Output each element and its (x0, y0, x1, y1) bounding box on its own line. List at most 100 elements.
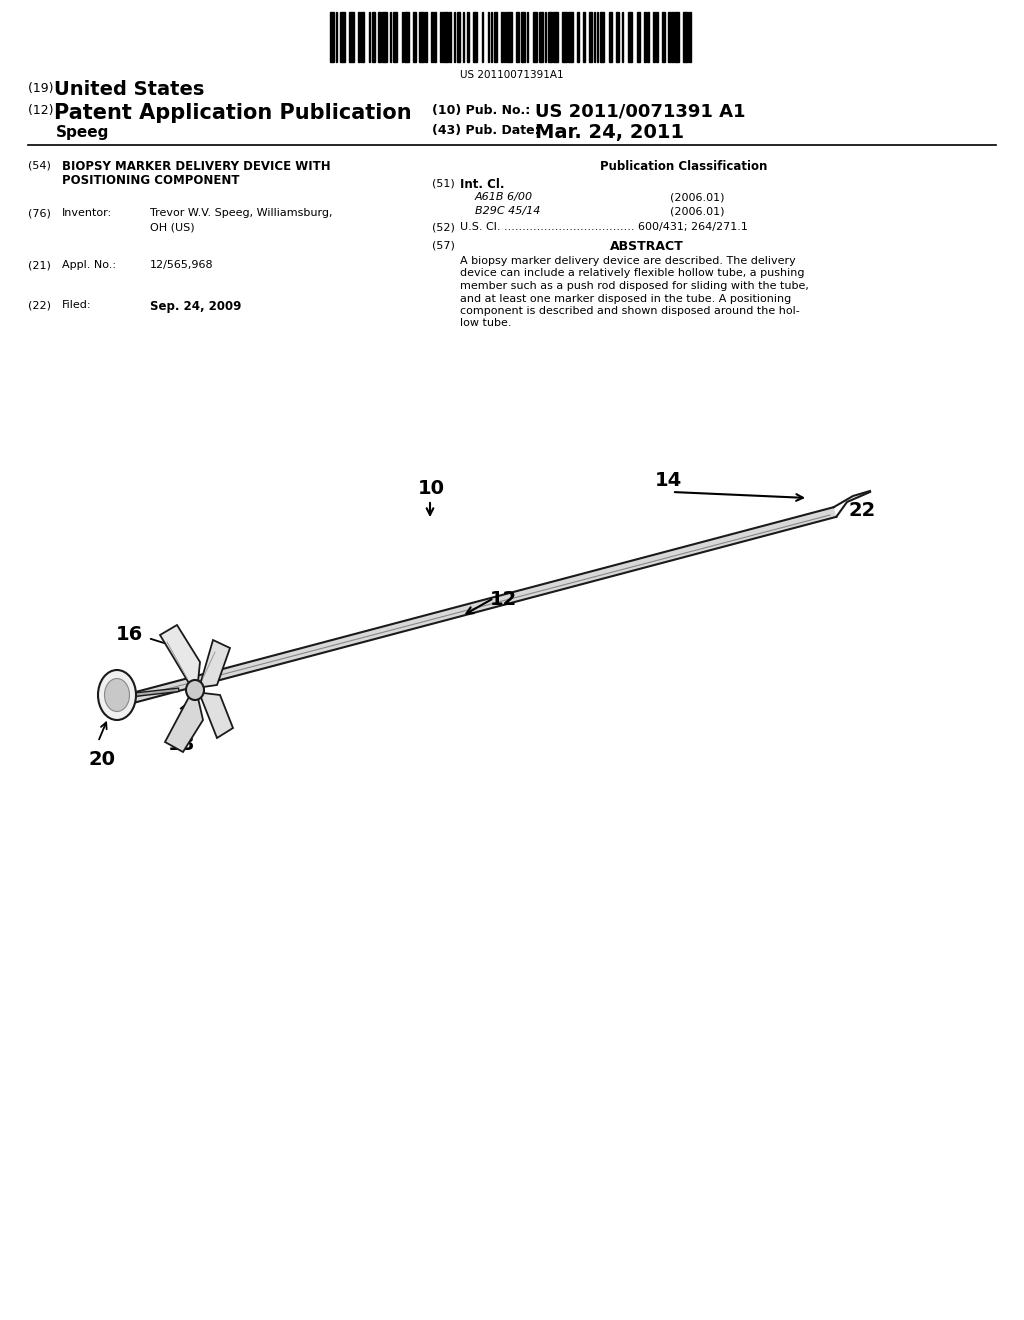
Text: 18: 18 (168, 735, 196, 754)
Bar (671, 12, 673, 62)
Bar (608, 12, 611, 62)
Ellipse shape (104, 678, 129, 711)
Text: member such as a push rod disposed for sliding with the tube,: member such as a push rod disposed for s… (460, 281, 809, 290)
Text: U.S. Cl. .................................... 600/431; 264/271.1: U.S. Cl. ...............................… (460, 222, 748, 232)
Bar (434, 12, 436, 62)
Polygon shape (200, 640, 230, 686)
Text: ABSTRACT: ABSTRACT (610, 240, 684, 253)
Bar (548, 12, 552, 62)
Polygon shape (200, 693, 233, 738)
Bar (637, 12, 640, 62)
Bar (568, 12, 572, 62)
Text: Publication Classification: Publication Classification (600, 160, 767, 173)
Bar (369, 12, 371, 62)
Bar (616, 12, 620, 62)
Text: A biopsy marker delivery device are described. The delivery: A biopsy marker delivery device are desc… (460, 256, 796, 267)
Text: POSITIONING COMPONENT: POSITIONING COMPONENT (62, 174, 240, 187)
Text: (57): (57) (432, 240, 455, 249)
Bar (653, 12, 654, 62)
Text: (2006.01): (2006.01) (670, 191, 725, 202)
Bar (600, 12, 604, 62)
Text: Patent Application Publication: Patent Application Publication (54, 103, 412, 123)
Bar (420, 12, 424, 62)
Bar (545, 12, 546, 62)
Text: Appl. No.:: Appl. No.: (62, 260, 116, 271)
Bar (562, 12, 567, 62)
Text: BIOPSY MARKER DELIVERY DEVICE WITH: BIOPSY MARKER DELIVERY DEVICE WITH (62, 160, 331, 173)
Polygon shape (124, 507, 837, 705)
Text: OH (US): OH (US) (150, 222, 195, 232)
Bar (487, 12, 489, 62)
Text: (43) Pub. Date:: (43) Pub. Date: (432, 124, 540, 137)
Text: Inventor:: Inventor: (62, 209, 112, 218)
Ellipse shape (98, 671, 136, 719)
Bar (450, 12, 451, 62)
Bar (589, 12, 592, 62)
Bar (494, 12, 497, 62)
Text: US 2011/0071391 A1: US 2011/0071391 A1 (535, 103, 745, 121)
Bar (467, 12, 469, 62)
Bar (504, 12, 506, 62)
Text: (2006.01): (2006.01) (670, 206, 725, 216)
Bar (389, 12, 391, 62)
Text: 20: 20 (88, 750, 115, 770)
Bar (349, 12, 354, 62)
Text: (10) Pub. No.:: (10) Pub. No.: (432, 104, 530, 117)
Text: 14: 14 (655, 471, 682, 490)
Bar (463, 12, 464, 62)
Bar (482, 12, 483, 62)
Bar (622, 12, 624, 62)
Bar (443, 12, 447, 62)
Bar (647, 12, 649, 62)
Bar (431, 12, 433, 62)
Bar (457, 12, 460, 62)
Bar (358, 12, 359, 62)
Bar (502, 12, 503, 62)
Bar (644, 12, 646, 62)
Bar (490, 12, 493, 62)
Bar (401, 12, 403, 62)
Bar (526, 12, 528, 62)
Text: (19): (19) (28, 82, 57, 95)
Text: A61B 6/00: A61B 6/00 (475, 191, 534, 202)
Bar (378, 12, 381, 62)
Bar (473, 12, 477, 62)
Bar (553, 12, 558, 62)
Bar (674, 12, 679, 62)
Bar (404, 12, 409, 62)
Text: device can include a relatively flexible hollow tube, a pushing: device can include a relatively flexible… (460, 268, 805, 279)
Text: United States: United States (54, 81, 205, 99)
Bar (669, 12, 670, 62)
Text: 10: 10 (418, 479, 445, 498)
Text: Filed:: Filed: (62, 300, 91, 310)
Text: (54): (54) (28, 160, 51, 170)
Bar (656, 12, 657, 62)
Text: (52): (52) (432, 222, 455, 232)
Text: US 20110071391A1: US 20110071391A1 (460, 70, 564, 81)
Text: 12: 12 (490, 590, 517, 609)
Polygon shape (165, 696, 203, 752)
Bar (340, 12, 345, 62)
Text: (51): (51) (432, 178, 455, 187)
Text: 16: 16 (116, 626, 143, 644)
Text: Sep. 24, 2009: Sep. 24, 2009 (150, 300, 242, 313)
Ellipse shape (186, 680, 204, 700)
Text: Trevor W.V. Speeg, Williamsburg,: Trevor W.V. Speeg, Williamsburg, (150, 209, 333, 218)
Text: and at least one marker disposed in the tube. A positioning: and at least one marker disposed in the … (460, 293, 792, 304)
Bar (425, 12, 427, 62)
Bar (392, 12, 397, 62)
Bar (663, 12, 666, 62)
Text: Mar. 24, 2011: Mar. 24, 2011 (535, 123, 684, 143)
Text: (22): (22) (28, 300, 51, 310)
Bar (628, 12, 633, 62)
Bar (520, 12, 525, 62)
Bar (597, 12, 598, 62)
Text: (76): (76) (28, 209, 51, 218)
Bar (594, 12, 595, 62)
Bar (578, 12, 579, 62)
Bar (372, 12, 375, 62)
Bar (330, 12, 335, 62)
Bar (361, 12, 365, 62)
Text: B29C 45/14: B29C 45/14 (475, 206, 541, 216)
Text: component is described and shown disposed around the hol-: component is described and shown dispose… (460, 306, 800, 315)
